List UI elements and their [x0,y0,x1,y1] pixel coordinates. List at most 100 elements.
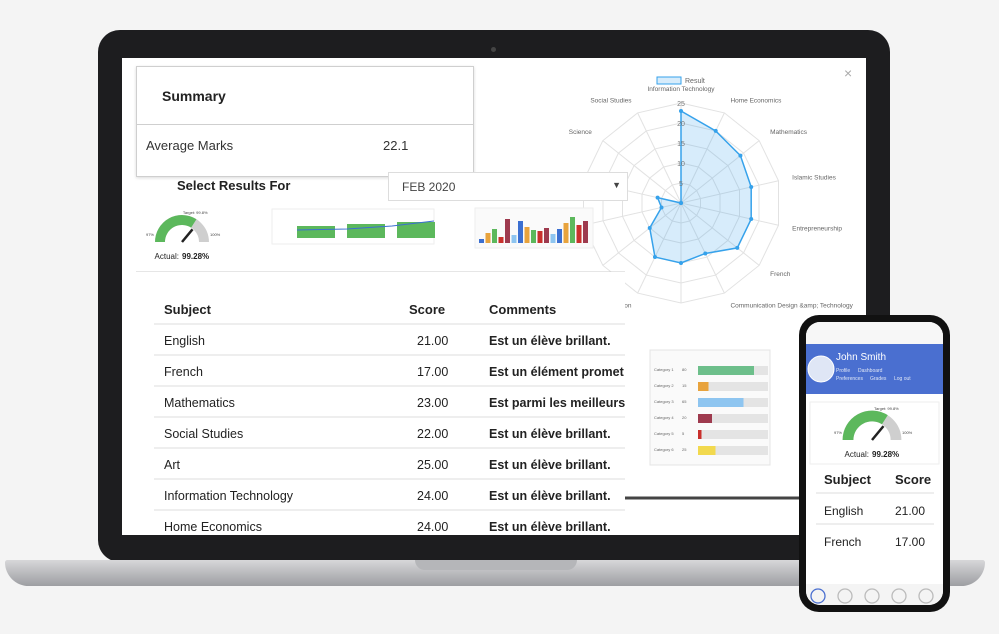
category-value: 15 [682,383,687,388]
subject-cell: Social Studies [164,427,243,441]
comment-cell: Est parmi les meilleurs [489,396,625,410]
radar-tick-label: 5 [679,181,683,188]
radar-spoke [680,180,779,204]
gauge-max: 100% [210,232,221,237]
gauge-max: 100% [902,430,913,435]
radar-spoke [680,140,760,204]
gauge-actual: 99.28% [872,450,899,459]
score-cell: 21.00 [417,334,448,348]
selected-month: FEB 2020 [402,180,456,194]
comment-cell: Est un élève brillant. [489,334,611,348]
radar-tick-label: 20 [677,121,685,128]
score-cell: 17.00 [895,535,925,549]
radar-spoke [680,202,725,294]
screen: Information Technology Home Economics Math… [122,58,866,535]
category-label: Category 3 [654,399,674,404]
thumbnail-bar [518,221,523,243]
radar-tick-label: 25 [677,101,685,108]
tab-icon [810,588,826,604]
radar-spoke [637,112,682,204]
radar-axis-label: Social Studies [590,97,632,104]
radar-point [679,201,683,205]
radar-spoke [637,202,682,294]
phone-screen: John Smith Profile Dashboard Preferences Gra… [806,322,943,605]
subject-cell: English [824,504,863,518]
radar-layer: Information Technology Home Economics Math… [136,76,854,500]
subject-cell: French [164,365,203,379]
comment-cell: Est un élément promet [489,365,625,379]
score-cell: 24.00 [417,520,448,534]
score-cell: 25.00 [417,458,448,472]
menu-item: Grades [870,376,887,382]
category-label: Category 2 [654,383,674,388]
legend-label: Result [685,78,705,85]
radar-axis-label: Home Economics [730,97,782,104]
summary-card: Summary Average Marks 22.1 [136,66,474,177]
category-bar [698,446,716,455]
thumbnail-bar [537,231,543,243]
dropdown-arrow: ▼ [612,180,621,190]
radar-point [679,109,683,113]
close-button[interactable]: × [844,65,853,81]
category-label: Category 6 [654,447,674,452]
subject-cell: Home Economics [164,520,262,534]
status-bar [806,322,943,344]
thumbnail-bar [524,227,530,243]
thumbnail-bar [498,237,504,243]
gauge-min: 97% [834,430,842,435]
radar-axis-label: Entrepreneurship [792,225,842,232]
radar-axis-label: Information Technology [647,86,715,93]
subject-cell: Mathematics [164,396,235,410]
tab-bar [806,584,943,605]
score-cell: 21.00 [895,504,925,518]
gauge-needle [871,425,885,441]
average-label: Average Marks [146,138,234,153]
thumbnail-bar [479,239,484,243]
column-header: Subject [164,302,212,317]
radar-spoke [602,140,682,204]
comment-cell: Est un élève brillant. [489,489,611,503]
gauge-needle [181,228,194,243]
thumbnail-bar [583,221,588,243]
radar-point [738,153,743,158]
column-header: Score [409,302,445,317]
tab-icon [864,588,880,604]
radar-point [703,251,708,256]
category-value: 5 [682,431,685,436]
radar-point [749,217,754,222]
column-header: Comments [489,302,556,317]
avatar [807,355,835,383]
radar-point [749,184,754,189]
category-value: 65 [682,399,687,404]
radar-axis-label: Communication Design &amp; Technology [730,303,853,310]
category-bar [698,366,754,375]
radar-point [713,128,718,133]
camera [491,47,496,52]
category-track [698,382,768,391]
radar-point [652,255,657,260]
radar-point [679,261,683,265]
average-value: 22.1 [383,138,409,153]
month-select[interactable]: FEB 2020 ▼ [388,172,628,201]
category-value: 25 [682,447,687,452]
category-bar [698,414,712,423]
subject-cell: Information Technology [164,489,294,503]
category-label: Category 4 [654,415,674,420]
score-cell: 22.00 [417,427,448,441]
thumbnail-bar [492,229,497,243]
score-cell: 24.00 [417,489,448,503]
radar-tick-label: 10 [677,161,685,168]
radar-spoke [583,202,682,226]
gauge-actual: 99.28% [182,252,209,261]
results-table: Subject Score Comments English 21.00 Est un é… [154,302,625,534]
menu-item: Preferences [836,376,863,382]
radar-axis-label: Mathematics [770,129,808,136]
radar-spoke [680,202,779,226]
category-bar [698,398,744,407]
thumbnail-bar [531,230,536,243]
thumbnail-bar [570,217,575,243]
score-cell: 17.00 [417,365,448,379]
gauge-fill [842,410,888,441]
gauge-actual-label: Actual: [845,450,869,459]
